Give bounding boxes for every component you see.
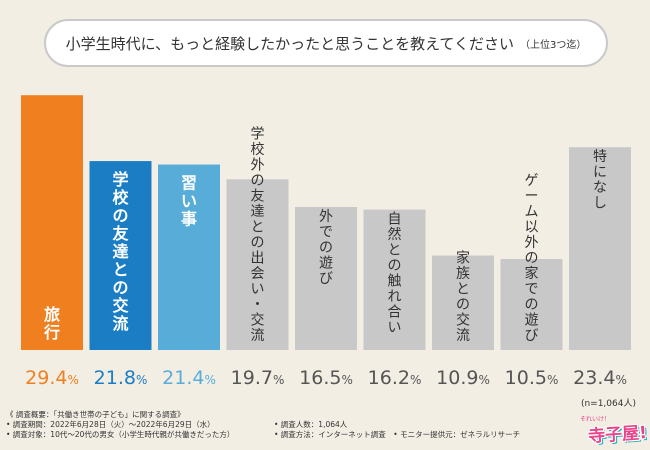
survey-overview: 《 調査概要：「共働き世帯の子ども」に関する調査》 xyxy=(6,410,185,419)
bar-4 xyxy=(226,179,289,350)
bar-9 xyxy=(569,147,631,350)
value-label-5: 16.5% xyxy=(299,367,353,389)
value-label-8: 10.5% xyxy=(505,367,559,389)
value-label-7: 10.9% xyxy=(436,367,490,389)
survey-footer: 《 調査概要：「共働き世帯の子ども」に関する調査》 • 調査期間：2022年6月… xyxy=(6,410,566,440)
bar-3 xyxy=(158,164,220,350)
bar-label-6: 自然との触れ合い xyxy=(388,212,402,337)
chart-subtitle: （上位3つ迄） xyxy=(519,39,587,51)
bar-label-2: 学校の友達との交流 xyxy=(112,170,129,333)
sample-size-note: (n=1,064人) xyxy=(580,399,636,409)
bar-label-3: 習い事 xyxy=(181,174,197,229)
bar-label-7: 家族との交流 xyxy=(456,250,470,345)
value-label-4: 19.7% xyxy=(231,367,285,389)
bar-label-9: 特になし xyxy=(593,149,607,212)
bar-6 xyxy=(363,209,426,350)
survey-period: • 調査期間：2022年6月28日（火）〜2022年6月29日（水） xyxy=(6,420,215,429)
bar-label-5: 外での遊び xyxy=(319,209,333,287)
value-label-6: 16.2% xyxy=(368,367,422,389)
bar-1 xyxy=(21,95,83,350)
value-label-2: 21.8% xyxy=(94,367,148,389)
bar-label-4: 学校外の友達との出会い・交流 xyxy=(251,127,265,345)
survey-target: • 調査対象：10代〜20代の男女（小学生時代親が共働きだった方） xyxy=(6,430,235,439)
bar-2 xyxy=(89,161,152,350)
value-label-1: 29.4% xyxy=(25,367,79,389)
chart-title: 小学生時代に、もっと経験したかったと思うことを教えてください xyxy=(65,34,514,53)
survey-respondents: • 調査人数：1,064人 xyxy=(274,420,348,429)
brand-logo-text: 寺子屋! xyxy=(587,422,648,448)
value-label-9: 23.4% xyxy=(573,367,627,389)
bar-8 xyxy=(500,259,563,350)
brand-logo-tagline: それいけ！ xyxy=(580,416,611,423)
survey-method: • 調査方法：インターネット調査 • モニター提供元：ゼネラルリサーチ xyxy=(274,430,521,439)
bar-label-1: 旅行 xyxy=(43,305,60,342)
value-label-3: 21.4% xyxy=(162,367,216,389)
bar-5 xyxy=(295,207,357,350)
bar-7 xyxy=(432,255,494,350)
bar-label-8: ゲーム以外の家での遊び xyxy=(525,173,539,344)
chart-title-box: 小学生時代に、もっと経験したかったと思うことを教えてください （上位3つ迄） xyxy=(44,19,608,67)
